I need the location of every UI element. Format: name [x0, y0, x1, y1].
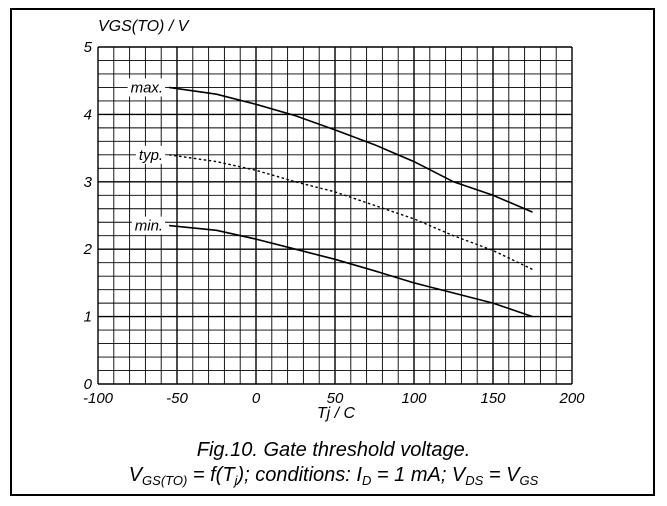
x-tick-label: 150	[480, 390, 506, 407]
figure-caption: Fig.10. Gate threshold voltage. VGS(TO) …	[0, 438, 667, 488]
series-label: min.	[135, 218, 163, 235]
y-tick-label: 0	[84, 376, 93, 393]
series-label: max.	[131, 79, 164, 96]
series-label-group: typ.	[135, 145, 166, 164]
x-tick-label: 50	[327, 390, 344, 407]
caption-part: V	[128, 464, 143, 486]
caption-part: = 1 mA; V	[371, 464, 466, 486]
y-tick-label: 3	[84, 174, 93, 191]
caption-title: Fig.10. Gate threshold voltage.	[196, 439, 471, 461]
caption-sub: GS(TO)	[142, 473, 188, 488]
series-layer	[168, 86, 533, 318]
caption-conditions: VGS(TO) = f(Tj); conditions: ID = 1 mA; …	[0, 463, 667, 488]
x-tick-label: -100	[83, 390, 114, 407]
y-tick-label: 2	[83, 241, 93, 258]
series-line-min	[169, 224, 533, 318]
x-axis-label: Tj / C	[317, 405, 356, 422]
figure-frame	[10, 8, 655, 496]
series-labels: max. typ. min.	[127, 78, 166, 235]
y-tick-label: 1	[84, 309, 92, 326]
series-label-group: min.	[131, 216, 166, 235]
grid	[97, 46, 573, 385]
series-line-typ	[169, 154, 533, 271]
x-tick-label: 200	[558, 390, 585, 407]
y-tick-label: 5	[84, 39, 93, 56]
x-tick-label: 100	[401, 390, 427, 407]
x-tick-label: -50	[166, 390, 188, 407]
caption-sub: DS	[465, 473, 484, 488]
y-tick-label: 4	[84, 106, 92, 123]
tick-labels: -100 -50 0 50 100 150 200 0 1 2 3 4 5	[83, 39, 586, 407]
caption-part: ); conditions: I	[237, 464, 362, 486]
caption-part: = f(T	[187, 464, 235, 486]
series-label-group: max.	[127, 78, 166, 97]
caption-sub: GS	[519, 473, 539, 488]
y-axis-label: VGS(TO) / V	[98, 18, 190, 35]
series-label-bg	[131, 216, 166, 235]
x-tick-label: 0	[252, 390, 261, 407]
caption-sub: D	[361, 473, 372, 488]
caption-part: = V	[483, 464, 520, 486]
caption-sub: j	[234, 473, 238, 488]
series-label: typ.	[139, 147, 163, 164]
series-label-bg	[127, 78, 166, 97]
series-line-max	[168, 86, 533, 213]
series-label-bg	[135, 145, 166, 164]
